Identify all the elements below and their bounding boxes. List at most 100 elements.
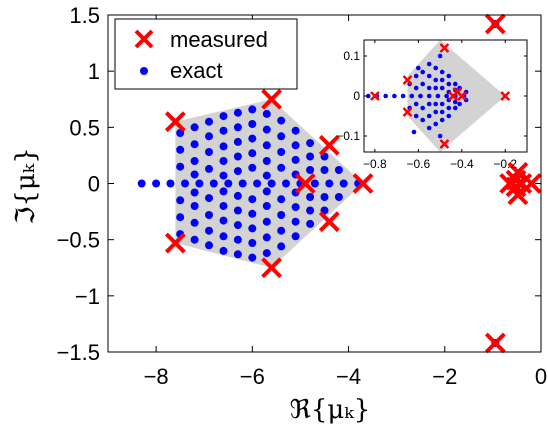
legend-box xyxy=(114,18,298,90)
inset-exact-point xyxy=(426,85,432,91)
x-axis-label: ℜ{μₖ} xyxy=(290,395,371,425)
main-exact-point xyxy=(176,213,185,222)
main-exact-point xyxy=(233,250,242,259)
inset-exact-point xyxy=(426,101,432,107)
main-exact-point xyxy=(233,167,242,176)
main-y-tick-label: −1 xyxy=(75,284,100,309)
inset-exact-point xyxy=(426,73,432,79)
inset-chart: −0.8 −0.6 −0.4 −0.2 0.1 0 −0.1 xyxy=(336,39,528,171)
inset-exact-point xyxy=(446,113,452,119)
inset-measured-point xyxy=(452,87,463,97)
main-exact-point xyxy=(205,211,213,219)
main-measured-point xyxy=(261,88,282,110)
main-measured-point xyxy=(318,134,340,156)
inset-exact-point xyxy=(444,93,449,99)
inset-exact-point xyxy=(453,105,458,111)
inset-exact-point xyxy=(420,105,426,111)
inset-exact-point xyxy=(433,109,439,115)
inset-exact-point xyxy=(418,93,423,99)
main-exact-point xyxy=(238,179,247,188)
main-exact-point xyxy=(262,109,271,118)
main-exact-point xyxy=(233,108,242,117)
legend-label-measured: measured xyxy=(170,27,268,52)
main-exact-point xyxy=(166,179,175,188)
main-exact-point xyxy=(137,179,146,188)
main-exact-point xyxy=(205,194,213,203)
main-exact-point xyxy=(195,179,204,188)
inset-exact-point xyxy=(426,61,432,67)
main-exact-point xyxy=(190,188,199,197)
main-exact-point xyxy=(190,170,199,179)
main-exact-point xyxy=(219,202,228,210)
main-measured-series xyxy=(164,13,542,354)
inset-measured-point xyxy=(402,75,413,85)
inset-exact-point xyxy=(366,93,371,99)
main-x-tick-label: −8 xyxy=(144,364,169,389)
main-y-ticks: 1.5 1 0.5 0 −0.5 −1 −1.5 xyxy=(57,3,541,365)
main-exact-point xyxy=(306,206,315,215)
inset-exact-point xyxy=(439,85,445,91)
main-exact-point xyxy=(291,232,300,241)
legend-marker-exact xyxy=(140,67,148,75)
main-x-tick-label: −2 xyxy=(432,364,457,389)
inset-exact-point xyxy=(420,81,426,87)
main-exact-point xyxy=(152,179,161,188)
main-exact-point xyxy=(233,191,242,200)
main-exact-point xyxy=(224,179,233,188)
legend-marker-measured xyxy=(134,29,154,49)
main-exact-point xyxy=(248,209,257,218)
main-exact-point xyxy=(306,166,315,174)
inset-exact-point xyxy=(426,125,432,131)
inset-exact-point xyxy=(413,113,419,119)
main-y-tick-label: 1.5 xyxy=(69,3,100,28)
legend-label-exact: exact xyxy=(170,58,223,83)
main-exact-point xyxy=(277,116,286,125)
main-exact-point xyxy=(190,140,199,149)
inset-x-tick-label: −0.4 xyxy=(450,157,474,171)
main-x-tick-label: −6 xyxy=(240,364,265,389)
main-exact-point xyxy=(248,163,257,172)
inset-y-tick-label: −0.1 xyxy=(336,129,360,143)
inset-x-tick-label: −0.6 xyxy=(406,157,430,171)
inset-exact-point xyxy=(409,93,415,99)
main-x-ticks: −8 −6 −4 −2 0 xyxy=(144,15,547,389)
main-exact-point xyxy=(248,149,257,158)
main-exact-point xyxy=(262,125,271,134)
main-y-tick-label: 0.5 xyxy=(69,115,100,140)
inset-exact-point xyxy=(457,101,462,107)
main-exact-point xyxy=(248,239,257,247)
main-exact-point xyxy=(291,141,300,150)
main-exact-point xyxy=(190,157,199,165)
main-measured-point xyxy=(164,232,186,254)
inset-exact-point xyxy=(433,85,439,91)
inset-exact-point xyxy=(392,93,397,99)
main-exact-point xyxy=(176,196,185,205)
inset-y-tick-label: 0.1 xyxy=(343,49,360,63)
inset-y-tick-label: 0 xyxy=(353,89,360,103)
inset-measured-point xyxy=(500,91,511,101)
main-measured-point xyxy=(261,257,282,279)
inset-exact-point xyxy=(420,117,426,123)
main-y-tick-label: 0 xyxy=(88,172,100,197)
main-exact-point xyxy=(262,217,271,226)
main-x-tick-label: −4 xyxy=(336,364,361,389)
main-exact-point xyxy=(190,218,199,227)
main-exact-point xyxy=(291,155,300,164)
main-exact-series xyxy=(137,20,500,347)
main-exact-point xyxy=(262,171,271,180)
main-exact-point xyxy=(262,187,271,196)
inset-exact-point xyxy=(453,99,458,105)
main-exact-point xyxy=(233,123,242,132)
main-exact-point xyxy=(219,216,228,225)
main-exact-point xyxy=(233,152,242,161)
inset-exact-point xyxy=(400,93,406,99)
main-exact-point xyxy=(233,137,242,146)
main-exact-point xyxy=(262,141,271,150)
main-exact-point xyxy=(219,246,228,255)
inset-exact-point xyxy=(437,53,443,59)
main-exact-point xyxy=(176,145,185,154)
inset-exact-point xyxy=(439,101,445,107)
main-exact-point xyxy=(205,148,213,156)
main-exact-point xyxy=(205,241,213,250)
main-exact-point xyxy=(277,242,286,251)
